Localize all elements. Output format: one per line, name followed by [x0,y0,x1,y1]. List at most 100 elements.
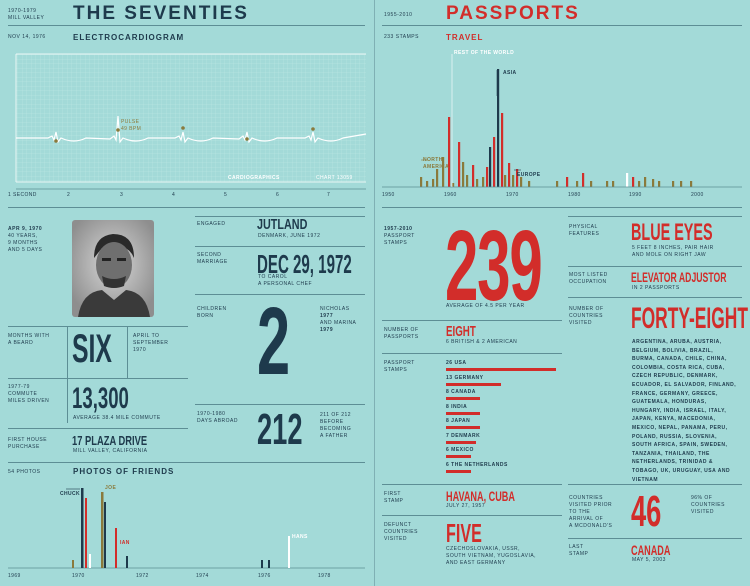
friends-bar [268,560,270,568]
travel-tick: 1980 [568,192,581,198]
travel-bar [632,177,635,187]
stamp-bar [446,382,501,386]
travel-bar [612,181,615,187]
friend-name: CHUCK [60,491,81,497]
beard-label: MONTHS WITH A BEARD [8,333,50,346]
countries-label: NUMBER OF COUNTRIES VISITED [569,306,604,326]
travel-tick: 1970 [506,192,519,198]
divider [382,25,742,26]
location-years: 1970-1979 MILL VALLEY [8,8,45,21]
travel-bar [466,175,469,187]
stamp-bar-label: 6 MEXICO [446,447,474,453]
travel-tick: 1960 [444,192,457,198]
travel-bar [489,147,492,187]
divider [382,320,562,321]
divider [568,538,742,539]
country-list-line: FRANCE, GERMANY, GREECE, [632,390,718,397]
ecg-brand: CARDIOGRAPHICS [228,175,280,181]
stamp-bar-label: 13 GERMANY [446,374,484,381]
number-label: NUMBER OF PASSPORTS [384,327,419,340]
friends-tick: 1976 [258,573,271,579]
country-list-line: HUNGARY, INDIA, ISRAEL, ITALY, [632,407,727,414]
abroad-label: 1970-1980 DAYS ABROAD [197,411,238,424]
travel-bar [482,177,485,187]
travel-chart [382,54,742,188]
countries-list: ARGENTINA, ARUBA, AUSTRIA, BELGIUM, BOLIV… [632,338,736,484]
beard-value: SIX [72,327,112,371]
number-value: EIGHT [446,323,476,340]
friend-name: JOE [105,485,117,491]
stamps-label: 1957-2010 PASSPORT STAMPS [384,226,415,246]
country-list-line: GUATEMALA, HONDURAS, [632,399,707,406]
rest-of-world-label: REST OF THE WORLD [454,50,515,56]
country-list-line: ECUADOR, EL SALVADOR, FINLAND, [632,381,737,388]
miles-value: 13,300 [72,382,129,415]
portrait-photo [72,220,154,317]
travel-bar [462,162,465,187]
ecg-tick: 1 SECOND [8,192,37,198]
page-title-seventies: THE SEVENTIES [73,3,249,24]
marriage-sub: TO CAROL A PERSONAL CHEF [258,274,312,287]
travel-count: 233 STAMPS [384,34,419,40]
friends-bar [72,560,74,568]
country-list-line: TANZANIA, THAILAND, THE [632,450,710,457]
country-list-line: BELGIUM, BOLIVIA, BRAZIL, [632,347,714,354]
mcd-sub: 96% OF COUNTRIES VISITED [691,495,725,515]
friends-heading: PHOTOS OF FRIENDS [73,467,175,476]
miles-label: 1977-79 COMMUTE MILES DRIVEN [8,384,50,404]
divider [568,216,742,217]
travel-bar [436,169,439,187]
passport-years: 1955-2010 [384,12,413,18]
stamp-bar-label: 8 INDIA [446,403,468,410]
friend-name: IAN [120,540,130,546]
country-list-line: MEXICO, NEPAL, PANAMA, PERU, [632,424,728,431]
divider [8,462,365,463]
travel-bar [626,173,629,187]
stamp-bar [446,411,480,415]
country-list-line: SOUTH AFRICA, SPAIN, SWEDEN, [632,442,728,449]
travel-bar [690,181,693,187]
stamp-bar [446,426,480,429]
stamp-bar-label: 8 JAPAN [446,418,471,424]
travel-bar [606,181,609,187]
passport-stamps-bar-chart: 26 USA 13 GERMANY 8 CANADA 8 INDIA 8 JAPAN 7 … [446,358,566,478]
divider [8,207,365,208]
friends-tick: 1974 [196,573,209,579]
country-list-line: CZECH REPUBLIC, DENMARK, [632,373,718,380]
travel-bar [590,181,593,187]
friends-tick: 1978 [318,573,331,579]
friends-count: 54 PHOTOS [8,469,41,475]
friends-bar [81,488,84,568]
engaged-value: JUTLAND [257,216,308,233]
asia-label: ASIA [503,70,517,76]
column-divider [374,0,375,586]
travel-bar [652,179,655,187]
ecg-beat-marker [311,127,315,131]
travel-bar [501,113,504,187]
friends-tick: 1969 [8,573,21,579]
divider [127,326,128,378]
travel-bar [512,175,515,187]
divider [8,378,188,379]
travel-bar [497,69,500,187]
marriage-value: DEC 29, 1972 [257,249,352,279]
country-list-line: POLAND, RUSSIA, SLOVENIA, [632,433,718,440]
divider [195,246,365,247]
features-label: PHYSICAL FEATURES [569,224,600,237]
travel-bar [508,163,511,187]
travel-bar [442,157,445,187]
travel-bar [638,181,641,187]
ecg-beat-marker [245,137,249,141]
first-stamp-value: HAVANA, CUBA [446,488,515,504]
travel-bar [516,169,519,187]
abroad-value: 212 [257,405,303,454]
travel-bar [672,181,675,187]
stamp-bar [446,368,556,371]
friends-tick: 1970 [72,573,85,579]
ecg-chart [15,53,367,190]
stamp-bar-label: 7 DENMARK [446,432,481,439]
ecg-beat-marker [54,139,58,143]
countries-value: FORTY-EIGHT [631,302,748,335]
country-list-line: TOBAGO, UK, URUGUAY, USA AND [632,467,731,474]
travel-bar [582,173,585,187]
